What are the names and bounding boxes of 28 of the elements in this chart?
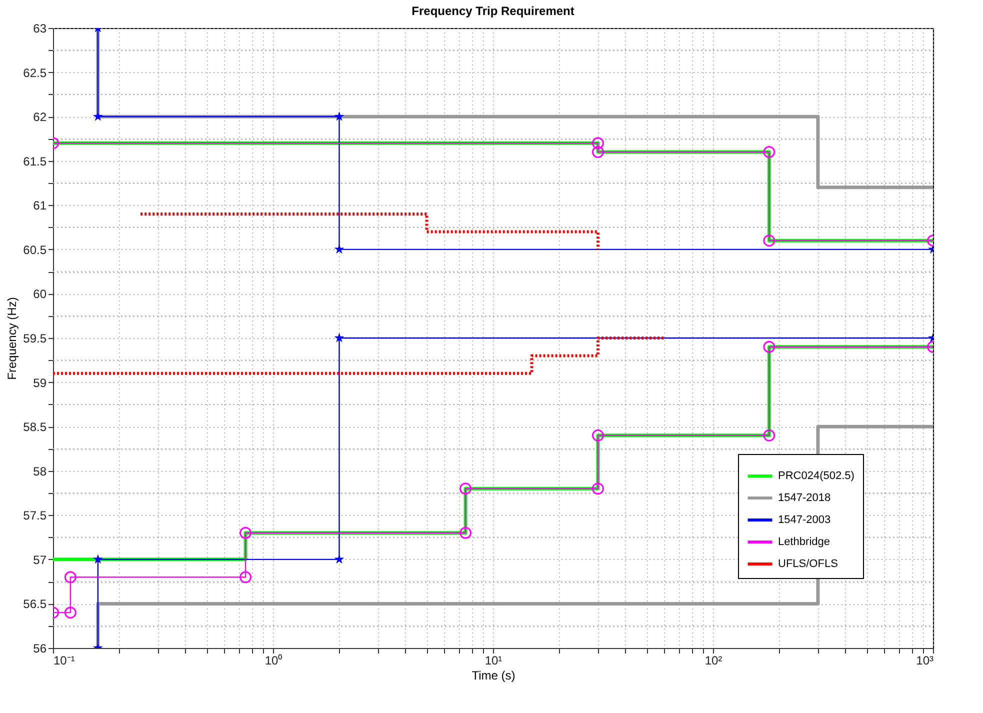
- y-tick-label: 57: [33, 552, 47, 567]
- y-tick-label: 62: [33, 110, 47, 124]
- y-tick-label: 62.5: [23, 66, 47, 80]
- legend-label: Lethbridge: [778, 536, 830, 548]
- x-tick-label: 10¹: [484, 654, 502, 668]
- x-axis-title: Time (s): [472, 668, 516, 682]
- y-tick-label: 56.5: [23, 597, 47, 612]
- legend-label: 1547-2003: [778, 514, 831, 526]
- y-tick-label: 61.5: [23, 154, 47, 168]
- y-tick-label: 59: [33, 376, 47, 390]
- y-tick-label: 60: [33, 287, 47, 302]
- chart-title: Frequency Trip Requirement: [412, 4, 574, 18]
- y-tick-label: 57.5: [23, 508, 47, 523]
- y-tick-label: 56: [33, 642, 47, 656]
- y-tick-label: 58: [33, 464, 47, 478]
- legend-label: 1547-2018: [778, 492, 831, 504]
- y-tick-label: 61: [33, 198, 47, 213]
- x-tick-label: 10⁰: [264, 654, 282, 668]
- y-tick-label: 58.5: [23, 420, 47, 434]
- legend-label: PRC024(502.5): [778, 470, 854, 482]
- x-tick-label: 10³: [916, 654, 934, 668]
- y-tick-label: 60.5: [23, 242, 47, 257]
- x-tick-label: 10⁻¹: [54, 654, 75, 668]
- y-tick-label: 59.5: [23, 332, 47, 346]
- y-axis-title: Frequency (Hz): [5, 297, 20, 380]
- y-tick-label: 63: [33, 22, 47, 36]
- legend-label: UFLS/OFLS: [778, 558, 838, 570]
- x-tick-label: 10²: [704, 654, 722, 668]
